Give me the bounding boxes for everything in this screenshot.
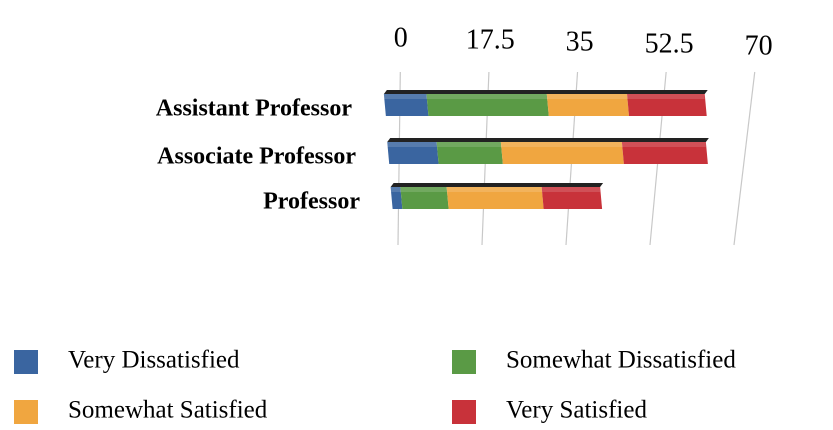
bar-segment	[627, 94, 707, 116]
category-label: Professor	[263, 189, 360, 215]
bar-segment	[426, 94, 549, 116]
grid: 0 17.5 35 52.5 70	[394, 22, 773, 246]
legend-label: Very Dissatisfied	[68, 347, 240, 374]
bar-segment	[387, 142, 439, 164]
legend-swatch	[452, 400, 476, 424]
bar-shadow	[383, 90, 708, 94]
legend-label: Somewhat Satisfied	[68, 397, 268, 424]
bar-highlight	[383, 94, 705, 99]
bar-highlight	[390, 187, 601, 192]
bar-segment	[541, 187, 603, 209]
legend-swatch	[14, 350, 38, 374]
bar-segment	[383, 94, 429, 116]
bar-segment	[390, 187, 403, 209]
x-tick-label: 17.5	[466, 24, 515, 55]
grid-line	[733, 71, 756, 246]
bars: Assistant Professor Associate Professor Pr…	[156, 90, 709, 215]
x-tick-label: 0	[394, 22, 408, 53]
bar-segment	[500, 142, 624, 164]
legend-swatch	[14, 400, 38, 424]
x-tick-label: 70	[745, 30, 773, 61]
bar-segment	[621, 142, 708, 164]
bar-highlight	[387, 142, 706, 147]
legend-swatch	[452, 350, 476, 374]
bar-segment	[400, 187, 449, 209]
bar-segment	[546, 94, 630, 116]
bar-segment	[436, 142, 503, 164]
x-tick-label: 52.5	[645, 28, 694, 59]
bar-segment	[446, 187, 544, 209]
legend-label: Somewhat Dissatisfied	[506, 347, 736, 374]
x-tick-label: 35	[566, 26, 594, 57]
category-label: Assistant Professor	[156, 96, 353, 122]
category-label: Associate Professor	[157, 144, 356, 170]
bar-shadow	[390, 183, 604, 187]
legend: Very Dissatisfied Somewhat Dissatisfied So…	[14, 347, 736, 424]
bar-shadow	[387, 138, 709, 142]
legend-label: Very Satisfied	[506, 397, 647, 424]
